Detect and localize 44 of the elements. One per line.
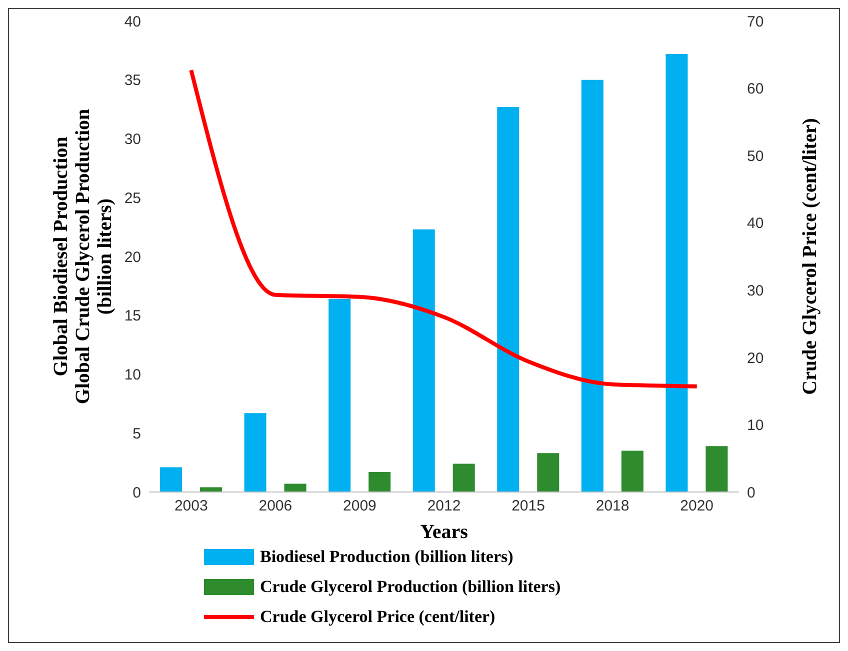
x-axis-title: Years [420,521,468,543]
y2-tick-label: 40 [747,215,764,232]
line-series [189,68,699,388]
x-tick-label: 2015 [512,498,545,515]
y2-tick-label: 70 [747,13,764,30]
x-tick-label: 2006 [258,498,292,515]
y2-tick-label: 50 [747,148,764,165]
y-axis-title: Global Biodiesel Production Global Crude Glycerol Production (billion liters) [50,108,116,404]
bar [581,80,604,492]
y-tick-label: 20 [124,248,141,266]
bar [621,450,644,492]
y2-tick-label: 60 [747,80,764,98]
x-tick-label: 2018 [596,498,630,515]
y-tick-label: 40 [124,13,141,30]
bar [284,484,306,492]
bar [537,453,560,492]
bar [706,446,728,492]
y-tick-label: 35 [124,72,141,90]
bar [328,298,351,492]
bar [368,472,391,492]
y-tick-label: 10 [124,366,141,384]
y2-tick-label: 20 [747,350,764,367]
x-tick-label: 2012 [427,498,461,515]
bar [412,229,435,492]
y2-tick-label: 10 [747,417,764,434]
bar [497,106,520,492]
x-tick-label: 2020 [680,498,714,515]
legend-label: Crude Glycerol Price (cent/liter) [260,607,496,627]
bar [452,464,475,492]
legend-label: Biodiesel Production (billion liters) [260,547,514,567]
bar [244,413,266,492]
legend-label: Crude Glycerol Production (billion liters) [260,577,561,597]
y-tick-label: 25 [124,190,141,207]
x-tick-label: 2009 [343,498,376,515]
y-tick-label: 5 [132,425,141,442]
x-tick-label: 2003 [174,498,208,515]
bar [666,54,688,492]
bar [160,467,182,492]
y-tick-label: 0 [132,484,141,502]
y-tick-label: 15 [124,308,141,325]
y2-tick-label: 30 [747,282,764,300]
y-tick-label: 30 [124,131,141,148]
y2-axis-title: Crude Glycerol Price (cent/liter) [799,118,822,395]
y2-tick-label: 0 [747,484,756,502]
